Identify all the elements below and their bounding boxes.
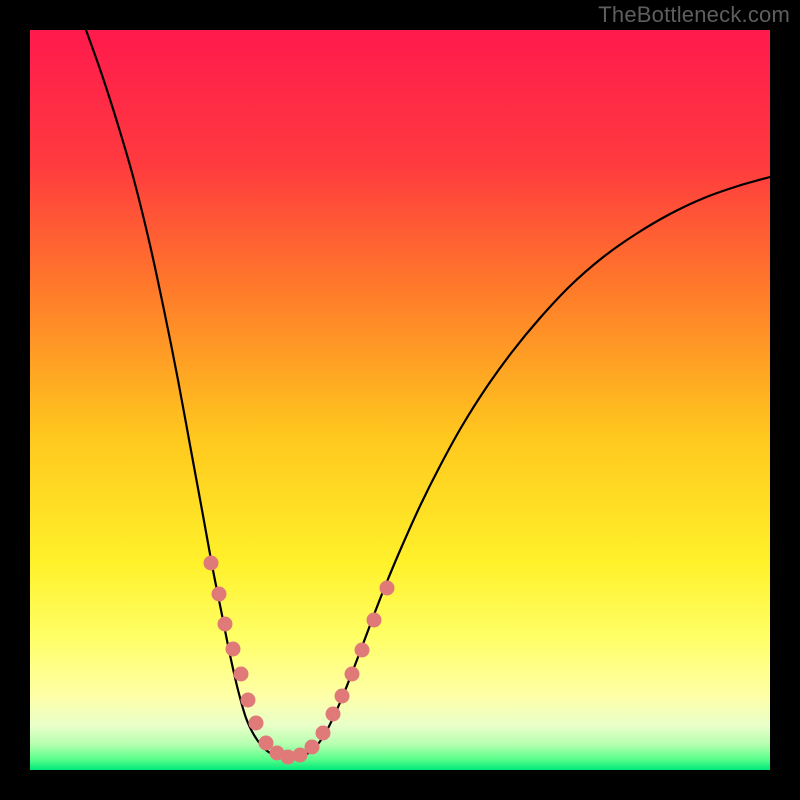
data-point-dot (249, 716, 264, 731)
watermark-text: TheBottleneck.com (598, 2, 790, 28)
data-point-dot (326, 707, 341, 722)
data-point-dot (241, 693, 256, 708)
plot-background (30, 30, 770, 770)
data-point-dot (345, 667, 360, 682)
data-point-dot (355, 643, 370, 658)
data-point-dot (367, 613, 382, 628)
data-point-dot (380, 581, 395, 596)
data-point-dot (305, 740, 320, 755)
plot-area (30, 30, 770, 770)
data-point-dot (212, 587, 227, 602)
plot-svg (30, 30, 770, 770)
data-point-dot (226, 642, 241, 657)
data-point-dot (316, 726, 331, 741)
data-point-dot (234, 667, 249, 682)
data-point-dot (204, 556, 219, 571)
data-point-dot (218, 617, 233, 632)
data-point-dot (335, 689, 350, 704)
